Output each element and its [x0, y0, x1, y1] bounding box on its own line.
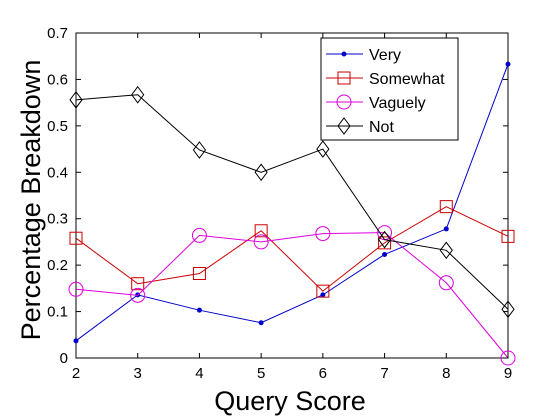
data-point-somewhat — [254, 224, 268, 238]
data-point-very — [258, 320, 264, 326]
series-not — [69, 85, 515, 319]
x-tick-label: 5 — [257, 365, 265, 382]
legend-label-somewhat: Somewhat — [369, 71, 445, 88]
data-point-somewhat — [501, 229, 515, 243]
data-point-vaguely — [130, 287, 146, 303]
y-tick-label: 0 — [60, 350, 68, 367]
legend-marker-somewhat — [337, 71, 351, 85]
data-point-vaguely — [253, 234, 269, 250]
legend-item-very: Very — [326, 47, 401, 64]
series-vaguely — [68, 225, 516, 366]
data-point-very — [320, 292, 326, 298]
y-tick-label: 0.6 — [47, 71, 68, 88]
data-point-vaguely — [315, 226, 331, 242]
data-point-very — [73, 338, 79, 344]
data-point-vaguely — [191, 227, 207, 243]
x-tick-label: 6 — [319, 365, 327, 382]
data-point-somewhat — [192, 267, 206, 280]
series-somewhat — [69, 200, 515, 298]
legend-label-not: Not — [369, 119, 394, 136]
data-point-not — [501, 300, 515, 319]
y-tick-label: 0.2 — [47, 257, 68, 274]
data-point-not — [69, 91, 83, 109]
data-point-vaguely — [438, 275, 454, 291]
data-point-vaguely — [500, 350, 516, 366]
x-tick-label: 4 — [195, 365, 203, 382]
legend: Very Somewhat Vaguely Not — [320, 37, 459, 141]
data-point-very — [196, 307, 202, 313]
legend-label-very: Very — [369, 47, 401, 64]
data-point-not — [316, 140, 330, 158]
legend-marker-not — [337, 117, 351, 135]
y-tick-label: 0.4 — [47, 164, 68, 181]
y-axis-title: Percentage Breakdown — [16, 60, 46, 341]
y-tick-label: 0.5 — [47, 118, 68, 135]
x-tick-label: 8 — [442, 365, 450, 382]
legend-marker-very — [341, 51, 347, 57]
series-very — [73, 61, 511, 344]
series-line-not — [75, 94, 509, 310]
y-tick-label: 0.7 — [47, 25, 68, 42]
data-point-very — [443, 226, 449, 232]
data-point-somewhat — [378, 236, 392, 250]
data-point-somewhat — [439, 200, 453, 214]
x-tick-label: 3 — [134, 365, 142, 382]
data-point-not — [192, 141, 207, 159]
series-line-vaguely — [75, 232, 509, 359]
data-point-somewhat — [69, 231, 83, 245]
series-line-very — [75, 63, 509, 342]
legend-item-not: Not — [326, 117, 394, 136]
x-tick-label: 7 — [380, 365, 388, 382]
x-axis-title: Query Score — [214, 386, 366, 416]
data-point-vaguely — [68, 281, 84, 297]
x-tick-label: 9 — [504, 365, 512, 382]
data-point-not — [439, 241, 453, 260]
data-point-very — [382, 251, 388, 257]
data-point-somewhat — [131, 277, 145, 291]
data-point-not — [377, 230, 392, 249]
legend-marker-vaguely — [336, 94, 352, 110]
axis-ticks: 2 3 4 5 6 7 8 9 0 0.1 0.2 0.3 0.4 0.5 0.6 0.7 — [47, 25, 512, 382]
y-tick-label: 0.1 — [47, 304, 68, 321]
legend-item-vaguely: Vaguely — [326, 94, 426, 112]
series-layer — [68, 61, 516, 366]
data-point-not — [254, 163, 268, 182]
legend-item-somewhat: Somewhat — [326, 71, 445, 88]
data-point-very — [505, 61, 511, 67]
data-point-not — [131, 85, 145, 104]
legend-label-vaguely: Vaguely — [369, 95, 426, 112]
data-point-somewhat — [316, 284, 330, 298]
series-line-somewhat — [75, 206, 509, 292]
y-tick-label: 0.3 — [47, 211, 68, 228]
x-tick-label: 2 — [72, 365, 80, 382]
